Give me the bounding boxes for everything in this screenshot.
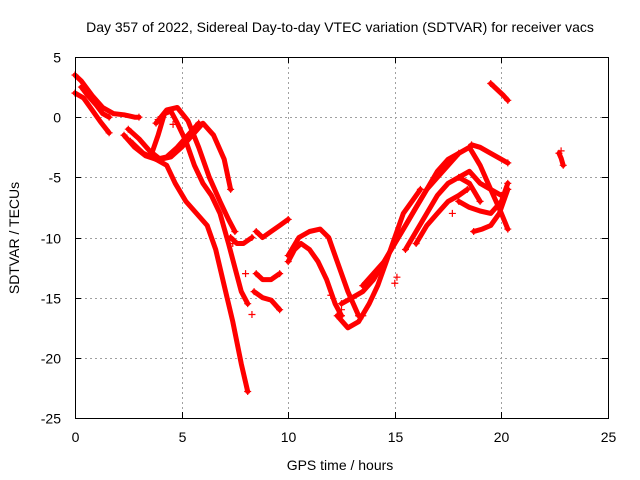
data-point-marker bbox=[276, 306, 284, 314]
data-point-marker bbox=[227, 234, 235, 241]
data-point-marker bbox=[231, 227, 239, 235]
series-arc-1 bbox=[72, 72, 142, 120]
y-tick-label: -20 bbox=[41, 351, 61, 367]
data-point-marker bbox=[487, 79, 495, 87]
data-point-marker bbox=[284, 258, 292, 266]
series-arc-5 bbox=[149, 108, 251, 307]
y-axis-label: SDTVAR / TECUs bbox=[6, 182, 22, 294]
data-point-marker bbox=[276, 270, 284, 278]
data-point-marker bbox=[401, 246, 409, 254]
data-point-marker bbox=[504, 159, 512, 167]
data-point-marker bbox=[195, 119, 203, 127]
data-point-marker bbox=[476, 197, 484, 205]
x-tick-label: 25 bbox=[601, 429, 617, 445]
data-point-marker bbox=[559, 161, 567, 169]
isolated-data-point bbox=[391, 279, 399, 287]
data-point-marker bbox=[465, 143, 473, 151]
data-point-marker bbox=[284, 215, 292, 223]
series-arc-13 bbox=[285, 241, 344, 319]
data-point-marker bbox=[284, 252, 292, 260]
data-point-marker bbox=[120, 131, 128, 139]
data-point-marker bbox=[504, 96, 512, 104]
isolated-data-point bbox=[359, 312, 367, 320]
series-arc-23 bbox=[471, 186, 511, 234]
series-arc-18 bbox=[403, 174, 483, 252]
data-point-marker bbox=[333, 312, 341, 320]
series-arc-6 bbox=[125, 120, 234, 192]
data-point-marker bbox=[105, 129, 113, 137]
data-point-marker bbox=[126, 137, 134, 145]
y-tick-label: 0 bbox=[53, 110, 61, 126]
series-arc-8 bbox=[127, 120, 202, 162]
data-point-marker bbox=[497, 191, 505, 199]
series-arc-12 bbox=[251, 289, 283, 313]
series-arc-7 bbox=[153, 105, 238, 234]
isolated-data-point bbox=[338, 306, 345, 314]
data-point-marker bbox=[244, 388, 252, 396]
data-point-marker bbox=[455, 173, 463, 181]
data-point-marker bbox=[359, 282, 367, 290]
data-point-marker bbox=[252, 270, 260, 278]
y-tick-label: 5 bbox=[53, 50, 61, 66]
series-arc-9 bbox=[228, 235, 255, 246]
data-point-marker bbox=[504, 179, 512, 187]
chart-title: Day 357 of 2022, Sidereal Day-to-day VTE… bbox=[86, 19, 594, 35]
isolated-data-point bbox=[448, 209, 456, 217]
isolated-data-point bbox=[393, 273, 401, 281]
isolated-data-point bbox=[229, 240, 237, 248]
data-point-marker bbox=[252, 227, 260, 235]
isolated-data-point bbox=[327, 291, 335, 299]
data-point-marker bbox=[412, 240, 420, 248]
data-point-marker bbox=[504, 225, 512, 233]
series-arc-20 bbox=[469, 142, 511, 166]
data-point-marker bbox=[455, 197, 463, 205]
series-arc-10 bbox=[253, 216, 291, 240]
data-point-marker bbox=[124, 125, 132, 133]
y-tick-label: -15 bbox=[41, 291, 61, 307]
data-point-marker bbox=[416, 185, 424, 193]
y-tick-label: -25 bbox=[41, 411, 61, 427]
data-point-marker bbox=[227, 185, 235, 193]
data-point-marker bbox=[338, 300, 345, 308]
y-tick-label: -10 bbox=[41, 231, 61, 247]
series-arc-2 bbox=[72, 90, 112, 136]
series-arc-19 bbox=[413, 186, 470, 246]
isolated-data-point bbox=[557, 147, 565, 155]
series-arc-3 bbox=[78, 84, 112, 120]
x-axis-label: GPS time / hours bbox=[287, 457, 394, 473]
x-tick-label: 20 bbox=[494, 429, 510, 445]
series-arc-26 bbox=[456, 168, 504, 198]
data-point-marker bbox=[470, 227, 478, 235]
isolated-data-point bbox=[169, 120, 177, 128]
data-point-marker bbox=[463, 185, 471, 193]
data-point-marker bbox=[250, 288, 258, 296]
x-tick-label: 10 bbox=[281, 429, 297, 445]
data-point-marker bbox=[135, 113, 143, 121]
isolated-data-point bbox=[242, 270, 250, 278]
series-arc-25 bbox=[556, 150, 566, 168]
axis-ticks: 0 5 10 15 20 25 5 0 -5 -10 -15 -20 -25 bbox=[41, 50, 617, 446]
data-point-marker bbox=[152, 119, 160, 127]
series-arc-11 bbox=[253, 271, 283, 283]
series-arc-24 bbox=[488, 81, 511, 103]
data-point-marker bbox=[244, 300, 252, 308]
data-point-marker bbox=[248, 234, 256, 241]
data-point-marker bbox=[504, 185, 512, 193]
isolated-data-point bbox=[154, 116, 162, 124]
grid-lines bbox=[75, 57, 608, 418]
y-tick-label: -5 bbox=[49, 170, 62, 186]
series-arc-15 bbox=[334, 186, 423, 331]
data-point-marker bbox=[77, 83, 85, 91]
isolated-data-point bbox=[248, 311, 256, 319]
series-arc-14 bbox=[285, 226, 362, 319]
x-tick-label: 5 bbox=[179, 429, 187, 445]
data-series bbox=[71, 71, 567, 396]
x-tick-label: 0 bbox=[72, 429, 80, 445]
series-arc-17 bbox=[360, 144, 472, 289]
data-point-marker bbox=[105, 113, 113, 121]
x-tick-label: 15 bbox=[388, 429, 404, 445]
